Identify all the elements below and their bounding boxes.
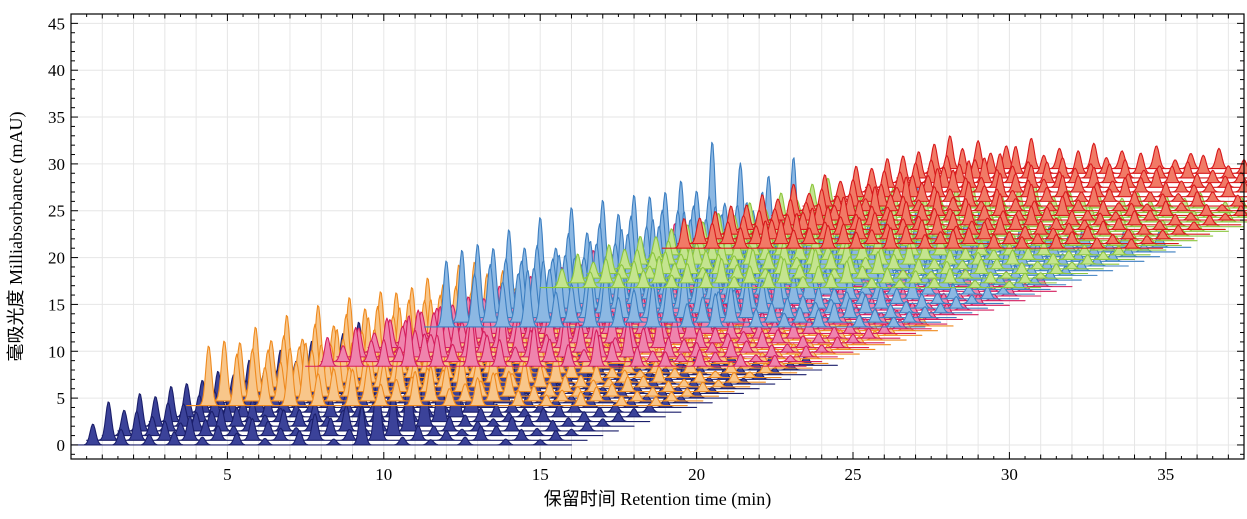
- x-axis-label: 保留时间 Retention time (min): [544, 489, 771, 510]
- y-tick-label: 20: [48, 249, 65, 268]
- y-tick-label: 45: [48, 14, 65, 33]
- grid-layer: [71, 14, 1244, 459]
- chromatogram-trace: [305, 315, 807, 367]
- y-tick-label: 25: [48, 202, 65, 221]
- y-tick-label: 5: [57, 389, 66, 408]
- y-tick-label: 30: [48, 155, 65, 174]
- plot-frame: [70, 13, 1245, 460]
- y-tick-label: 0: [57, 436, 66, 455]
- trace-layer: [70, 135, 1247, 446]
- chromatogram-trace: [423, 260, 926, 328]
- series-group: [661, 135, 1247, 249]
- y-axis-label: 毫吸光度 Milliabsorbance (mAU): [6, 112, 27, 362]
- x-tick-label: 30: [1001, 465, 1018, 484]
- x-tick-label: 25: [845, 465, 862, 484]
- y-tick-label: 35: [48, 108, 65, 127]
- y-tick-label: 15: [48, 295, 65, 314]
- x-tick-label: 20: [688, 465, 705, 484]
- tick-layer: 5 10 15 20 25 30 35 0 5 10 15 20 25 30 35 40 45: [48, 13, 1244, 484]
- chromatogram-trace: [70, 405, 573, 446]
- x-tick-label: 35: [1157, 465, 1174, 484]
- chromatogram-trace: [186, 345, 688, 407]
- y-tick-label: 10: [48, 342, 65, 361]
- x-tick-label: 15: [532, 465, 549, 484]
- x-tick-label: 10: [375, 465, 392, 484]
- chromatogram-trace: [539, 268, 1042, 289]
- x-tick-label: 5: [223, 465, 232, 484]
- chromatogram-trace: [661, 218, 1164, 249]
- y-tick-label: 40: [48, 61, 65, 80]
